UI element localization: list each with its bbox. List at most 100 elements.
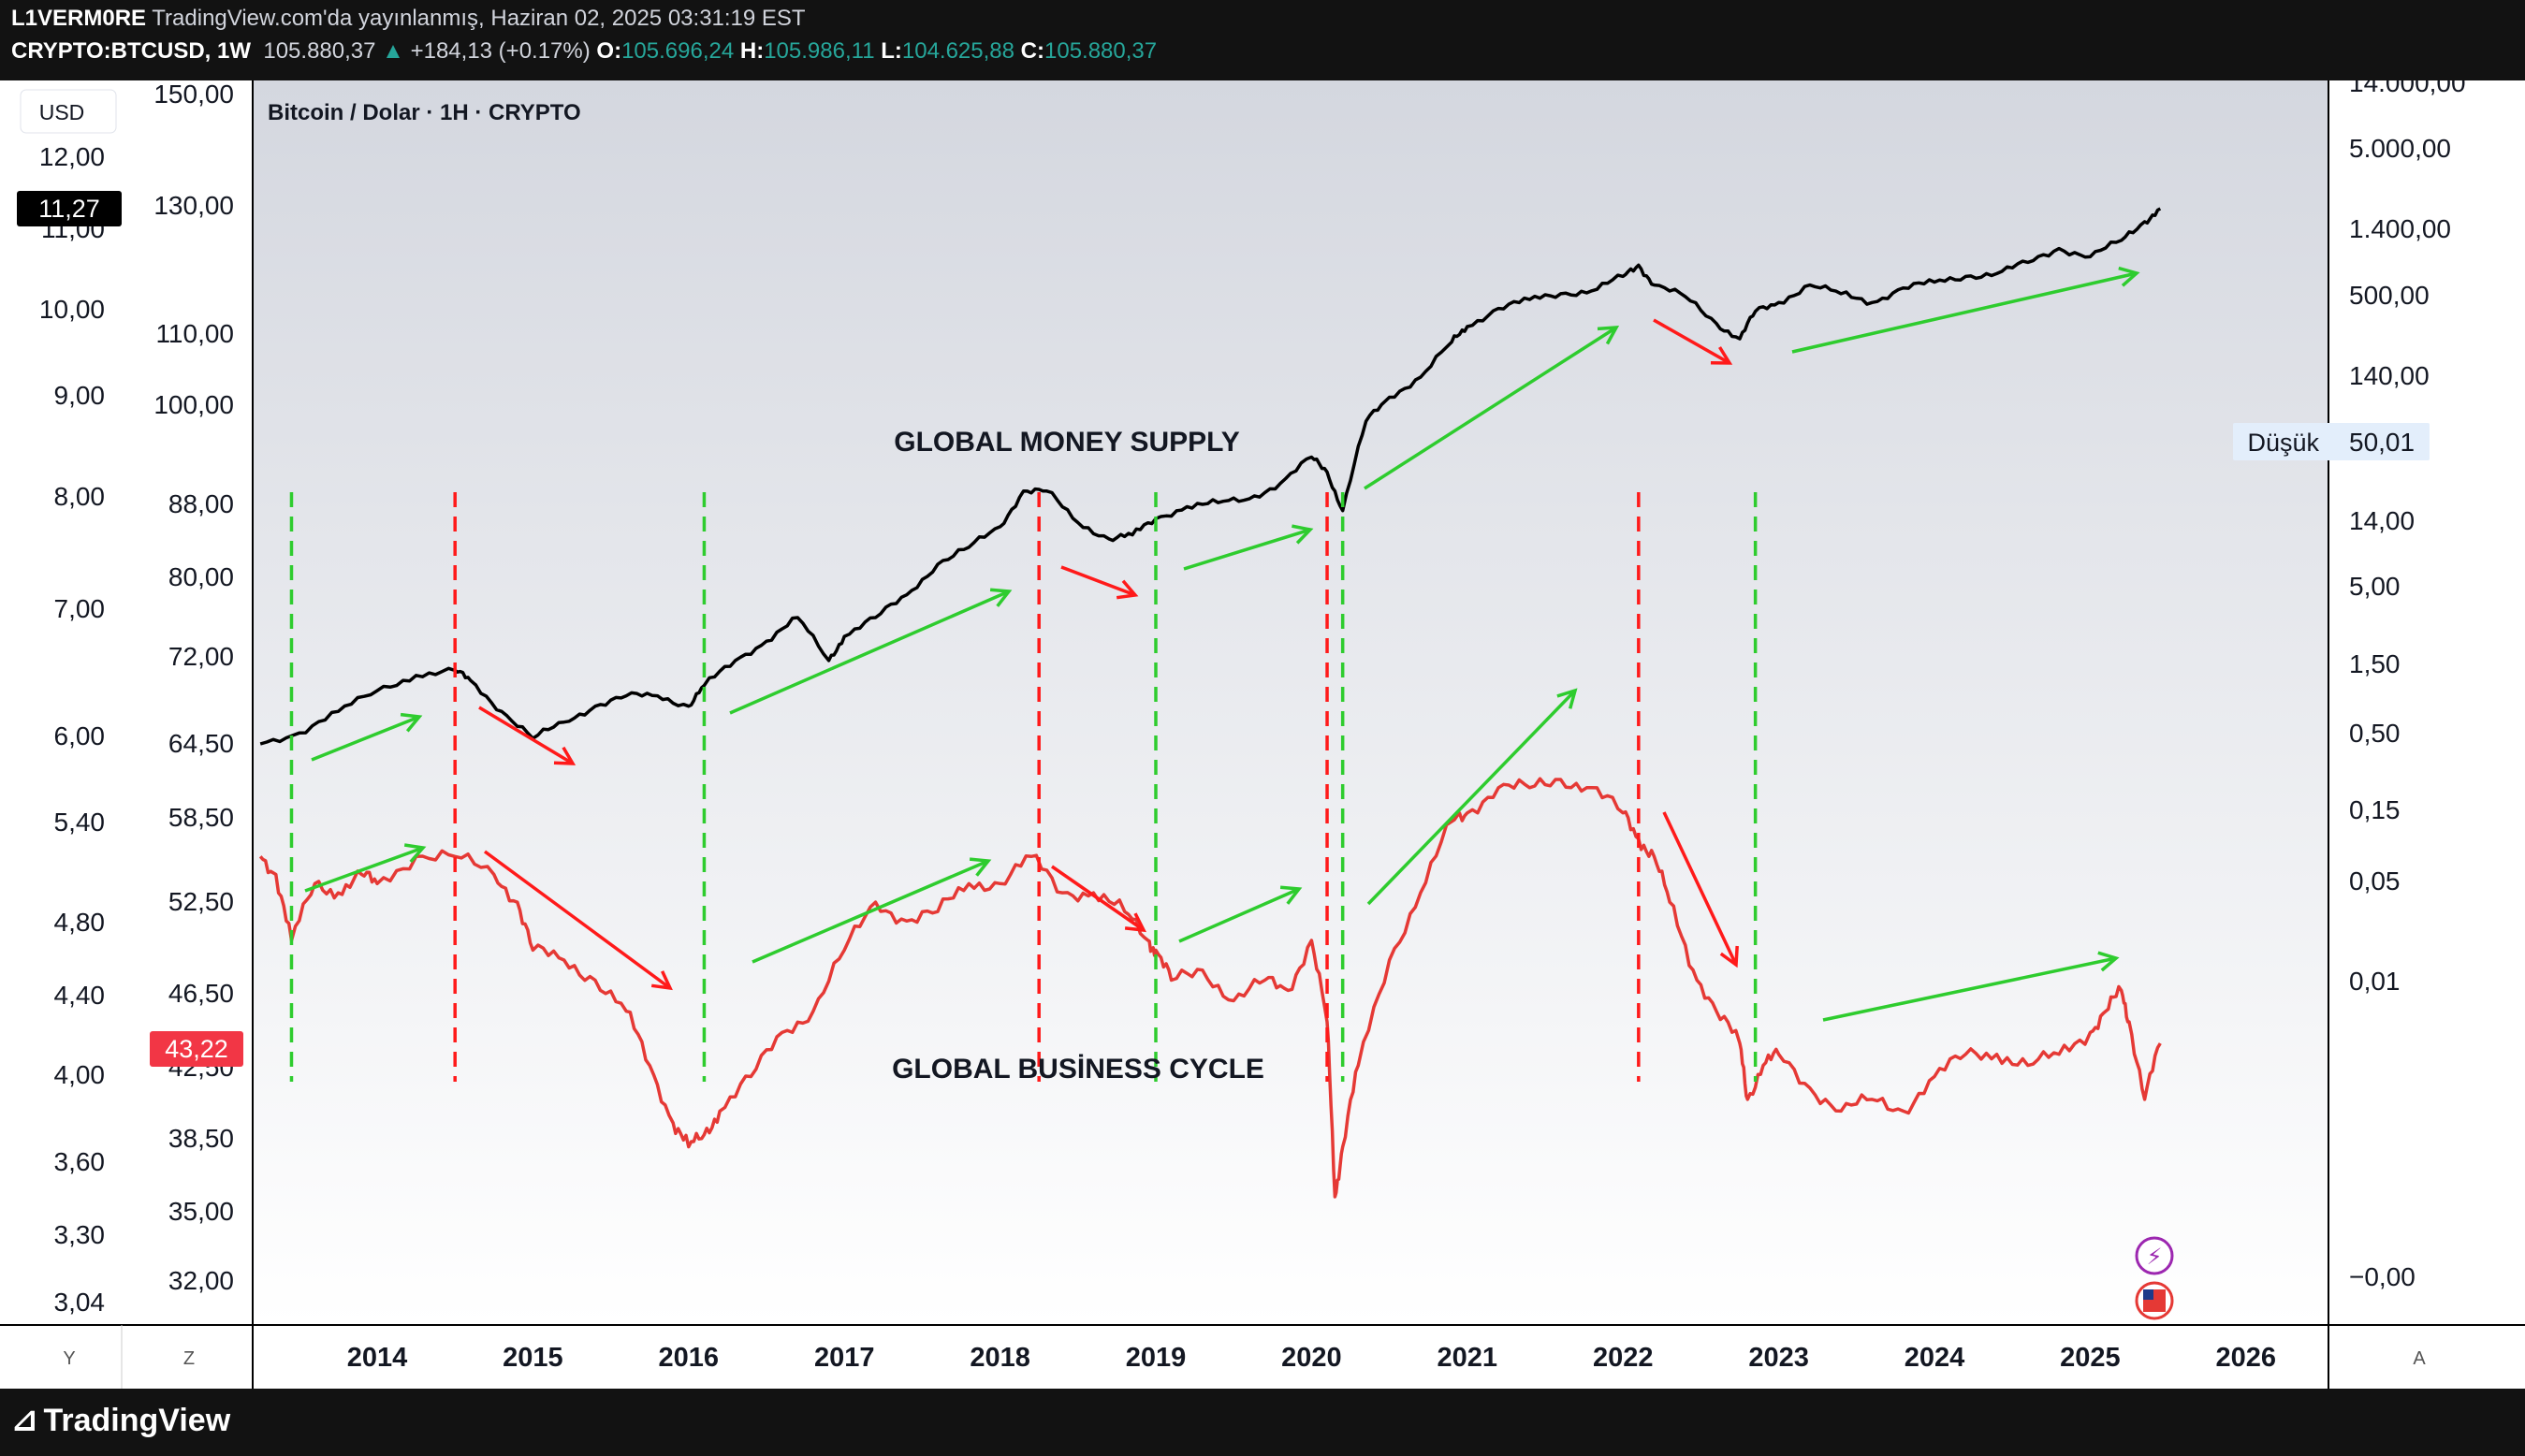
symbol-info: CRYPTO:BTCUSD, 1W 105.880,37 ▲ +184,13 (… (11, 38, 1157, 65)
left-scale-a-tick: 3,30 (54, 1220, 106, 1249)
x-tick-label: 2020 (1281, 1343, 1342, 1373)
left-scale-b-tick: 150,00 (153, 80, 234, 109)
high-value: 105.986,11 (764, 38, 875, 64)
left-scale-b-tick: 32,00 (168, 1266, 234, 1295)
left-scale-b-tick: 35,00 (168, 1197, 234, 1226)
low-label: L: (881, 38, 902, 64)
business-cycle-line[interactable] (258, 777, 2162, 1199)
trend-arrow-up (311, 715, 420, 762)
low-marker-value: 50,01 (2349, 428, 2415, 457)
low-marker-label: Düşük (2247, 429, 2319, 457)
low-value: 104.625,88 (901, 38, 1014, 64)
left-scale-a-tick: 4,80 (54, 908, 106, 937)
trend-arrow-down (1662, 811, 1738, 966)
right-scale-tick: 0,50 (2349, 719, 2401, 748)
open-label: O: (596, 38, 622, 64)
scale-z-button[interactable]: Z (183, 1348, 195, 1369)
x-tick-label: 2023 (1748, 1343, 1809, 1373)
right-scale-tick: 500,00 (2349, 281, 2430, 310)
right-scale-tick: 14.000,00 (2349, 80, 2466, 97)
tradingview-logo[interactable]: ⊿ TradingView (11, 1402, 230, 1439)
left-scale-a-tick: 8,00 (54, 482, 106, 511)
left-scale-b-tick: 130,00 (153, 191, 234, 220)
trend-arrow-up (729, 590, 1010, 715)
trend-arrow-down (1060, 565, 1136, 597)
chart-header: L1VERM0RE TradingView.com'da yayınlanmış… (0, 0, 2525, 80)
trend-arrow-up-head (2118, 266, 2140, 287)
high-label: H: (739, 38, 765, 64)
left-scale-a-tick: 7,00 (54, 594, 106, 623)
left-scale-a-badge-bg (17, 191, 122, 226)
author-name[interactable]: L1VERM0RE (11, 6, 147, 31)
scale-y-button[interactable]: Y (63, 1348, 75, 1369)
trend-arrow-up (1183, 528, 1311, 571)
trend-arrow-up (1366, 689, 1577, 906)
trend-arrow-up-head (403, 843, 427, 864)
currency-button[interactable] (20, 89, 117, 134)
x-tick-label: 2017 (814, 1343, 875, 1373)
close-value: 105.880,37 (1044, 38, 1158, 64)
up-triangle-icon: ▲ (382, 38, 404, 64)
left-scale-b-tick: 72,00 (168, 642, 234, 671)
left-scale-a-tick: 9,00 (54, 381, 106, 410)
right-scale-tick: 1.400,00 (2349, 214, 2451, 243)
left-scale-b-tick: 110,00 (155, 319, 234, 348)
left-scale-b-tick: 64,50 (168, 729, 234, 758)
left-scale-a-tick: 4,00 (54, 1060, 106, 1089)
plot-area[interactable] (253, 80, 2328, 1325)
trend-arrow-down (1051, 865, 1145, 932)
lightning-event-icon[interactable] (2135, 1236, 2174, 1275)
left-scale-a-tick: 3,04 (54, 1288, 106, 1317)
left-scale-b-tick: 38,50 (168, 1124, 234, 1153)
left-scale-b-tick: 58,50 (168, 803, 234, 832)
price-change: +184,13 (+0.17%) (410, 38, 591, 64)
auto-scale-button[interactable]: A (2413, 1348, 2426, 1369)
left-scale-b-tick: 46,50 (168, 979, 234, 1008)
close-label: C: (1020, 38, 1044, 64)
trend-arrow-down (483, 850, 672, 990)
trend-arrow-down (478, 706, 574, 765)
currency-button-label[interactable]: USD (39, 100, 85, 124)
trend-arrow-up-head (969, 857, 992, 877)
trend-arrow-down-head (1124, 912, 1147, 933)
left-scale-b-tick: 100,00 (153, 390, 234, 419)
chart-title: Bitcoin / Dolar · 1H · CRYPTO (268, 100, 581, 125)
x-tick-label: 2026 (2216, 1343, 2277, 1373)
left-scale-a-tick: 12,00 (39, 142, 105, 171)
left-scale-b-badge: 43,22 (165, 1035, 228, 1063)
right-scale-tick: −0,00 (2349, 1262, 2416, 1291)
right-scale-tick: 0,05 (2349, 866, 2401, 895)
right-scale-tick: 14,00 (2349, 506, 2415, 535)
money-supply-line[interactable] (259, 207, 2162, 746)
symbol-name[interactable]: CRYPTO:BTCUSD, 1W (11, 38, 252, 64)
right-scale-tick: 0,01 (2349, 967, 2401, 996)
x-tick-label: 2016 (659, 1343, 720, 1373)
chart-canvas[interactable]: 12,0011,0010,009,008,007,006,005,404,804… (0, 80, 2525, 1389)
x-tick-label: 2021 (1438, 1343, 1498, 1373)
x-tick-label: 2022 (1593, 1343, 1654, 1373)
right-scale-tick: 140,00 (2349, 361, 2430, 390)
trend-arrow-down-head (1710, 346, 1733, 365)
right-scale-tick: 1,50 (2349, 649, 2401, 678)
business-cycle-annotation: GLOBAL BUSİNESS CYCLE (892, 1054, 1264, 1085)
trend-arrow-up-head (400, 712, 423, 733)
money-supply-annotation: GLOBAL MONEY SUPPLY (894, 427, 1240, 458)
trend-arrow-up (1364, 326, 1617, 490)
footer: ⊿ TradingView (0, 1389, 2525, 1456)
trend-arrow-up-head (1556, 688, 1578, 709)
trend-arrow-down-head (650, 970, 673, 991)
trend-arrow-up-head (2097, 951, 2120, 972)
right-scale-tick: 0,15 (2349, 795, 2401, 824)
last-price: 105.880,37 (263, 38, 376, 64)
trend-arrow-down-head (553, 746, 577, 765)
left-scale-a-tick: 4,40 (54, 981, 106, 1010)
lightning-glyph-icon: ⚡ (2147, 1245, 2163, 1270)
open-value: 105.696,24 (621, 38, 735, 64)
trend-arrow-down-head (1116, 579, 1139, 600)
left-scale-a-tick: 10,00 (39, 295, 105, 324)
left-scale-b-tick: 80,00 (168, 562, 234, 591)
publish-date: TradingView.com'da yayınlanmış, Haziran … (152, 6, 806, 31)
trend-arrow-up (752, 859, 989, 964)
left-scale-b-tick: 52,50 (168, 887, 234, 916)
trend-arrow-up (1822, 956, 2117, 1022)
